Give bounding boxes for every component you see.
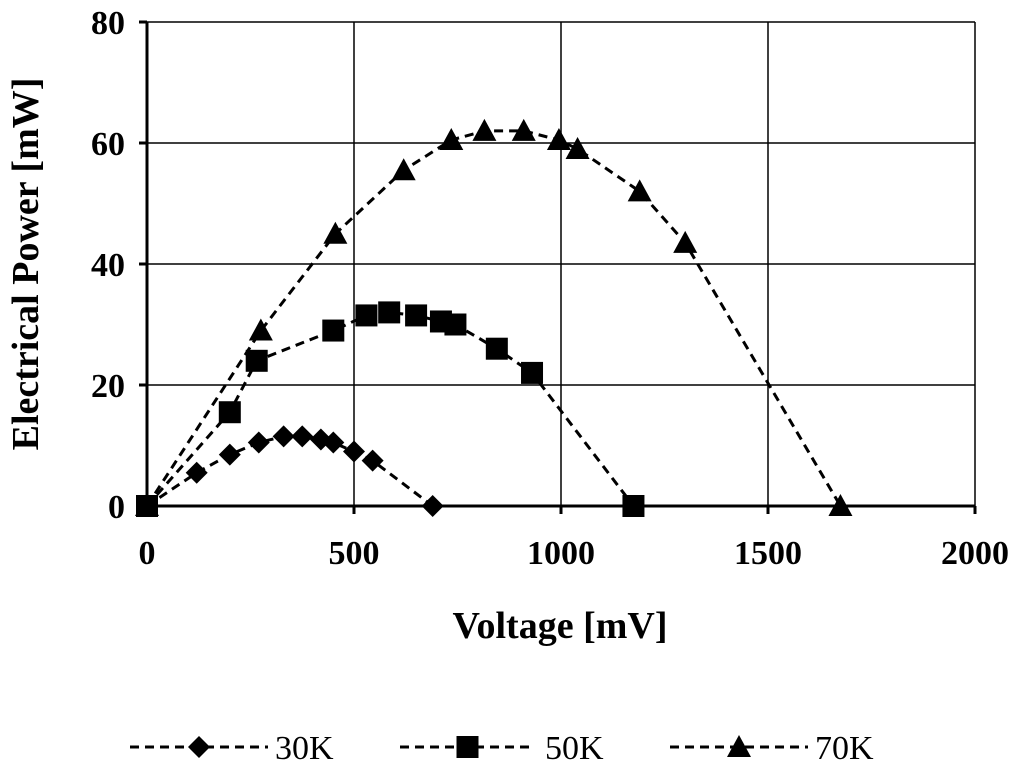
data-point-70K [323,221,348,244]
data-point-50K [405,304,428,327]
data-point-30K [247,431,270,454]
data-point-50K [521,361,544,384]
legend-marker-30K [188,736,210,758]
tick-labels: 0 20 40 60 80 0 500 1000 1500 2000 [91,5,1009,572]
data-point-50K [218,401,241,424]
x-tick-label: 500 [329,535,380,572]
plot-area [135,118,853,517]
data-point-70K [472,118,497,141]
series-50K [136,301,645,517]
data-point-50K [378,301,401,324]
legend-entry-50K: 50K [400,730,604,767]
data-point-70K [673,230,698,253]
data-point-30K [291,425,314,448]
data-point-70K [391,158,416,181]
data-point-70K [248,318,273,341]
data-point-50K [622,495,645,517]
data-point-30K [322,431,345,454]
data-point-50K [245,349,268,372]
legend-label-30K: 30K [275,730,334,767]
legend-entry-70K: 70K [670,730,874,767]
data-point-70K [135,494,159,516]
y-tick-label: 40 [91,247,125,284]
x-tick-label: 0 [139,535,156,572]
y-tick-label: 20 [91,368,125,405]
data-point-30K [361,449,384,472]
y-tick-label: 60 [91,126,125,163]
data-point-50K [322,319,345,342]
y-axis-title: Electrical Power [mW] [5,78,47,451]
legend: 30K 50K 70K [130,730,874,767]
series-line-70K [145,129,842,507]
data-point-70K [627,179,652,202]
data-point-30K [421,495,444,517]
data-point-30K [272,425,295,448]
legend-label-70K: 70K [815,730,874,767]
x-tick-label: 1500 [734,535,802,572]
data-point-70K [511,118,536,141]
grid [147,21,976,506]
data-point-30K [343,440,365,463]
data-point-30K [218,443,241,466]
x-tick-label: 2000 [941,535,1009,572]
series-70K [135,118,853,516]
y-tick-label: 80 [91,5,125,42]
series-30K [136,425,444,517]
legend-entry-30K: 30K [130,730,334,767]
data-point-50K [444,313,467,336]
y-tick-label: 0 [108,489,125,526]
data-point-50K [485,337,508,360]
data-point-70K [828,494,853,516]
legend-label-50K: 50K [545,730,604,767]
data-point-30K [185,461,208,484]
legend-marker-50K [456,736,479,758]
legend-marker-70K [727,735,751,757]
data-point-70K [439,127,464,150]
data-point-70K [565,137,590,160]
data-point-70K [546,127,571,150]
x-tick-label: 1000 [527,535,595,572]
x-axis-title: Voltage [mV] [453,605,668,647]
data-point-50K [355,304,378,327]
